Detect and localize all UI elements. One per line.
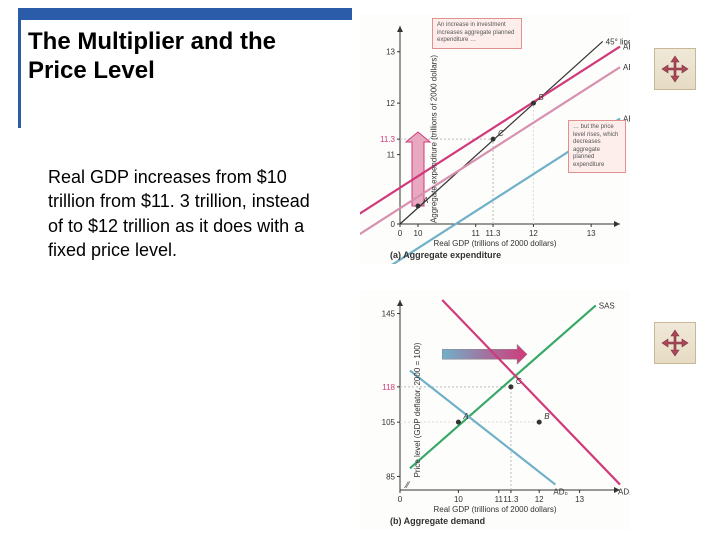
- svg-text:0: 0: [391, 220, 396, 229]
- svg-text:0: 0: [398, 495, 403, 504]
- svg-text:10: 10: [454, 495, 463, 504]
- chart-b-x-axis-label: Real GDP (trillions of 2000 dollars): [433, 505, 556, 514]
- svg-text:12: 12: [386, 99, 395, 108]
- svg-text:A: A: [462, 412, 468, 421]
- chart-a-caption: (a) Aggregate expenditure: [390, 250, 501, 260]
- arrows-cross-icon: [660, 54, 690, 84]
- svg-text:145: 145: [382, 310, 396, 319]
- svg-text:SAS: SAS: [599, 301, 615, 310]
- slide-title: The Multiplier and the Price Level: [28, 28, 328, 86]
- svg-text:AD₀: AD₀: [553, 488, 567, 497]
- svg-text:11.3: 11.3: [380, 135, 396, 144]
- svg-text:11: 11: [495, 495, 504, 504]
- svg-text:AE₁: AE₁: [623, 43, 630, 52]
- move-icon[interactable]: [654, 48, 696, 90]
- move-icon[interactable]: [654, 322, 696, 364]
- svg-text:118: 118: [382, 383, 395, 392]
- svg-text:⁄⁄: ⁄⁄: [404, 480, 411, 490]
- svg-text:A: A: [422, 196, 428, 205]
- chart-a-y-axis-label: Aggregate expenditure (trillions of 2000…: [430, 55, 439, 223]
- arrows-cross-icon: [660, 328, 690, 358]
- svg-text:B: B: [538, 93, 544, 102]
- chart-b-aggregate-demand: ⁄⁄0 10 1111.3 12 13 85 105 118 145 SAS AD₀ AD₁ A B C P…: [360, 290, 630, 530]
- title-top-bar: [18, 8, 352, 20]
- title-left-rule: [18, 8, 21, 128]
- chart-b-svg: ⁄⁄0 10 1111.3 12 13 85 105 118 145 SAS AD₀ AD₁ A B C: [360, 290, 630, 530]
- svg-text:AE₂: AE₂: [623, 63, 630, 72]
- svg-text:11.3: 11.3: [503, 495, 519, 504]
- svg-text:13: 13: [575, 495, 584, 504]
- chart-b-caption: (b) Aggregate demand: [390, 516, 485, 526]
- svg-text:0: 0: [398, 229, 403, 238]
- svg-text:11: 11: [472, 229, 481, 238]
- svg-text:AD₁: AD₁: [618, 488, 630, 497]
- svg-text:105: 105: [382, 418, 396, 427]
- svg-text:C: C: [498, 129, 504, 138]
- svg-text:C: C: [516, 377, 522, 386]
- svg-text:10: 10: [414, 229, 423, 238]
- chart-a-svg: 0101111.3121301111.3121345° lineAE₁AE₂AE…: [360, 14, 630, 264]
- svg-text:85: 85: [386, 472, 395, 481]
- chart-a-x-axis-label: Real GDP (trillions of 2000 dollars): [433, 239, 556, 248]
- svg-text:13: 13: [386, 48, 395, 57]
- chart-a-aggregate-expenditure: 0101111.3121301111.3121345° lineAE₁AE₂AE…: [360, 14, 630, 264]
- svg-text:12: 12: [529, 229, 538, 238]
- svg-text:13: 13: [587, 229, 596, 238]
- body-paragraph: Real GDP increases from $10 trillion fro…: [48, 165, 318, 262]
- svg-text:11: 11: [387, 151, 396, 160]
- svg-text:12: 12: [535, 495, 544, 504]
- chart-b-y-axis-label: Price level (GDP deflator, 2000 = 100): [413, 343, 422, 478]
- svg-text:B: B: [544, 412, 550, 421]
- svg-text:11.3: 11.3: [486, 229, 502, 238]
